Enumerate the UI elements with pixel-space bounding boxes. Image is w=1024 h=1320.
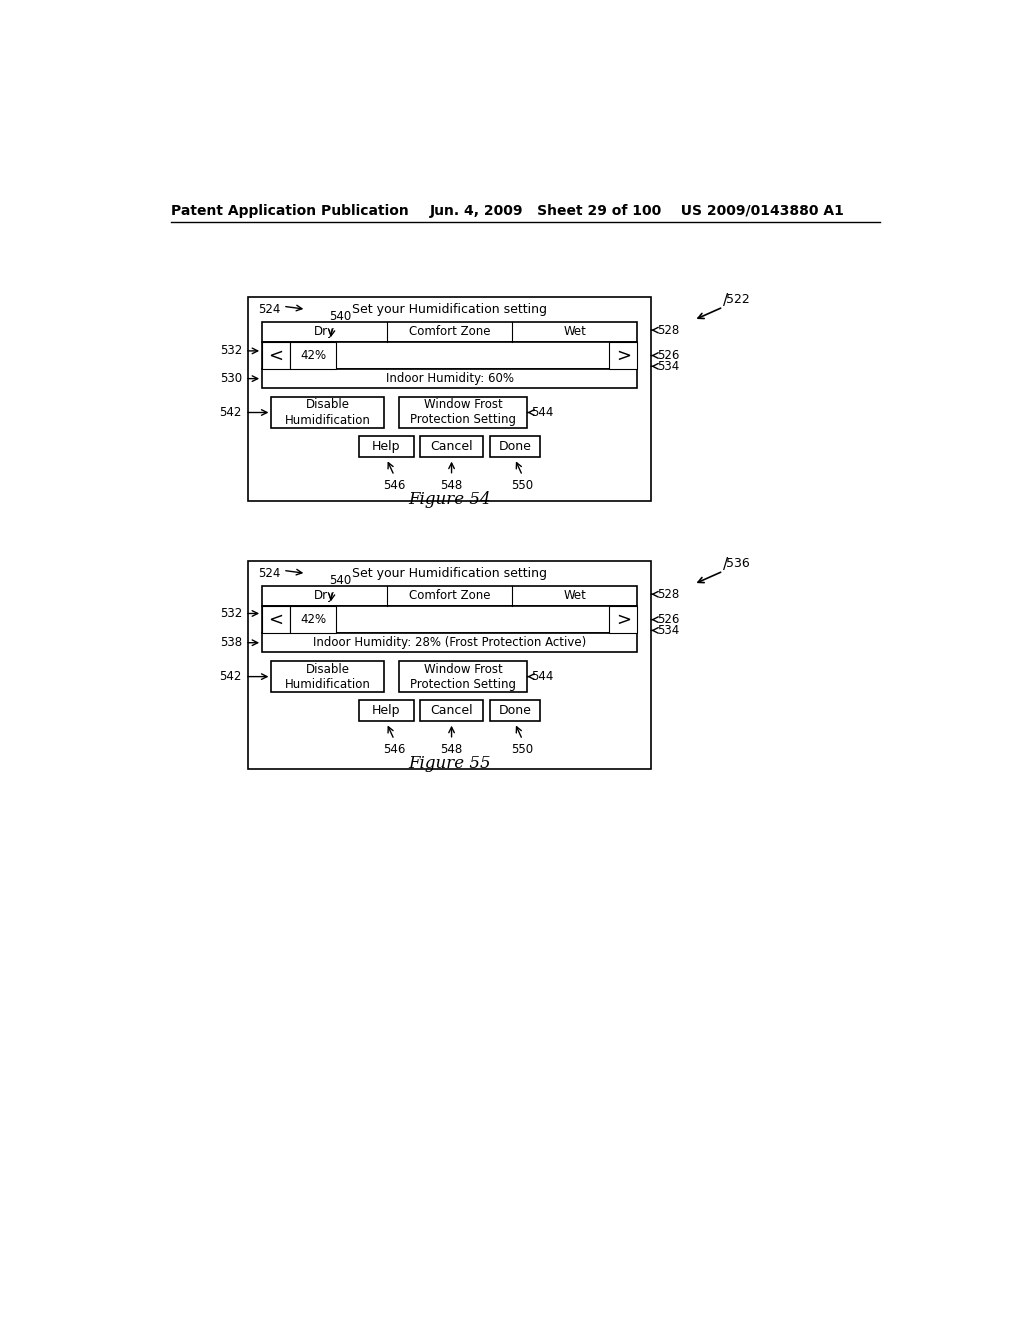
Text: Figure 54: Figure 54 — [409, 491, 490, 508]
Text: Patent Application Publication: Patent Application Publication — [171, 203, 409, 218]
Text: 534: 534 — [657, 624, 680, 638]
Text: /: / — [723, 557, 728, 573]
Bar — [489, 700, 540, 721]
Text: 544: 544 — [531, 671, 553, 684]
Text: Cancel: Cancel — [430, 440, 473, 453]
Bar — [248, 561, 651, 770]
Bar — [290, 342, 337, 370]
Text: 42%: 42% — [300, 612, 327, 626]
Bar — [399, 661, 527, 692]
Text: >: > — [615, 611, 631, 628]
Text: Help: Help — [372, 440, 400, 453]
Text: 548: 548 — [440, 479, 463, 492]
Text: Disable
Humidification: Disable Humidification — [285, 399, 371, 426]
Bar — [609, 342, 637, 370]
Text: Disable
Humidification: Disable Humidification — [285, 663, 371, 690]
Bar — [420, 700, 483, 721]
Bar — [271, 661, 384, 692]
Bar — [262, 586, 637, 606]
Text: 540: 540 — [329, 310, 351, 323]
Bar — [262, 634, 637, 652]
Text: Cancel: Cancel — [430, 704, 473, 717]
Text: 522: 522 — [726, 293, 750, 306]
Text: Indoor Humidity: 28% (Frost Protection Active): Indoor Humidity: 28% (Frost Protection A… — [313, 636, 587, 649]
Text: Wet: Wet — [563, 325, 586, 338]
Bar — [359, 436, 414, 457]
Text: 526: 526 — [657, 348, 680, 362]
Text: <: < — [268, 611, 284, 628]
Text: Window Frost
Protection Setting: Window Frost Protection Setting — [411, 399, 516, 426]
Text: 524: 524 — [258, 304, 281, 317]
Text: 544: 544 — [531, 407, 553, 418]
Text: 532: 532 — [220, 607, 242, 620]
Text: >: > — [615, 347, 631, 364]
Text: Comfort Zone: Comfort Zone — [409, 325, 490, 338]
Text: <: < — [268, 347, 284, 364]
Text: 532: 532 — [220, 345, 242, 358]
Text: Comfort Zone: Comfort Zone — [409, 589, 490, 602]
Bar — [359, 700, 414, 721]
Bar — [290, 606, 337, 634]
Bar — [262, 606, 290, 634]
Bar — [262, 322, 637, 342]
Text: 542: 542 — [219, 671, 242, 684]
Text: 530: 530 — [220, 372, 242, 385]
Text: 550: 550 — [511, 743, 534, 756]
Text: 550: 550 — [511, 479, 534, 492]
Text: Set your Humidification setting: Set your Humidification setting — [352, 302, 547, 315]
Text: Set your Humidification setting: Set your Humidification setting — [352, 566, 547, 579]
Text: 536: 536 — [726, 557, 750, 570]
Text: 526: 526 — [657, 612, 680, 626]
Bar — [489, 436, 540, 457]
Text: Window Frost
Protection Setting: Window Frost Protection Setting — [411, 663, 516, 690]
Text: 524: 524 — [258, 568, 281, 581]
Text: 528: 528 — [657, 587, 680, 601]
Text: Jun. 4, 2009   Sheet 29 of 100    US 2009/0143880 A1: Jun. 4, 2009 Sheet 29 of 100 US 2009/014… — [430, 203, 845, 218]
Text: Dry: Dry — [314, 325, 335, 338]
Text: Dry: Dry — [314, 589, 335, 602]
Text: Figure 55: Figure 55 — [409, 755, 490, 772]
Bar — [399, 397, 527, 428]
Text: 42%: 42% — [300, 348, 327, 362]
Text: 542: 542 — [219, 407, 242, 418]
Bar — [262, 370, 637, 388]
Text: 540: 540 — [329, 574, 351, 587]
Text: Done: Done — [499, 440, 531, 453]
Text: 546: 546 — [383, 479, 406, 492]
Bar — [609, 606, 637, 634]
Text: Wet: Wet — [563, 589, 586, 602]
Bar — [262, 342, 290, 370]
Bar — [262, 606, 637, 634]
Text: Help: Help — [372, 704, 400, 717]
Text: 548: 548 — [440, 743, 463, 756]
Text: /: / — [723, 293, 728, 309]
Bar — [271, 397, 384, 428]
Bar — [248, 297, 651, 502]
Text: 538: 538 — [220, 636, 242, 649]
Text: Indoor Humidity: 60%: Indoor Humidity: 60% — [386, 372, 514, 385]
Bar — [420, 436, 483, 457]
Text: 546: 546 — [383, 743, 406, 756]
Text: 534: 534 — [657, 360, 680, 372]
Text: 528: 528 — [657, 323, 680, 337]
Bar — [262, 342, 637, 370]
Text: Done: Done — [499, 704, 531, 717]
